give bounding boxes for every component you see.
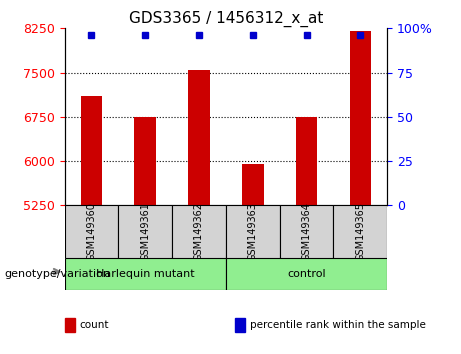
Bar [81, 96, 102, 205]
FancyBboxPatch shape [172, 205, 226, 258]
Text: Harlequin mutant: Harlequin mutant [96, 269, 195, 279]
Text: GSM149365: GSM149365 [355, 202, 366, 261]
Text: GSM149360: GSM149360 [86, 202, 96, 261]
Text: percentile rank within the sample: percentile rank within the sample [250, 320, 426, 330]
Bar [296, 117, 317, 205]
FancyBboxPatch shape [65, 258, 226, 290]
Text: GSM149361: GSM149361 [140, 202, 150, 261]
Bar [135, 117, 156, 205]
FancyBboxPatch shape [65, 205, 118, 258]
Bar [188, 70, 210, 205]
Text: GSM149362: GSM149362 [194, 202, 204, 261]
Title: GDS3365 / 1456312_x_at: GDS3365 / 1456312_x_at [129, 11, 323, 27]
FancyBboxPatch shape [226, 258, 387, 290]
FancyBboxPatch shape [226, 205, 280, 258]
Text: genotype/variation: genotype/variation [5, 269, 111, 279]
Text: GSM149363: GSM149363 [248, 202, 258, 261]
Text: GSM149364: GSM149364 [301, 202, 312, 261]
FancyBboxPatch shape [118, 205, 172, 258]
Bar [242, 164, 264, 205]
FancyBboxPatch shape [333, 205, 387, 258]
Text: count: count [79, 320, 109, 330]
Text: control: control [287, 269, 326, 279]
Bar [349, 31, 371, 205]
FancyBboxPatch shape [280, 205, 333, 258]
